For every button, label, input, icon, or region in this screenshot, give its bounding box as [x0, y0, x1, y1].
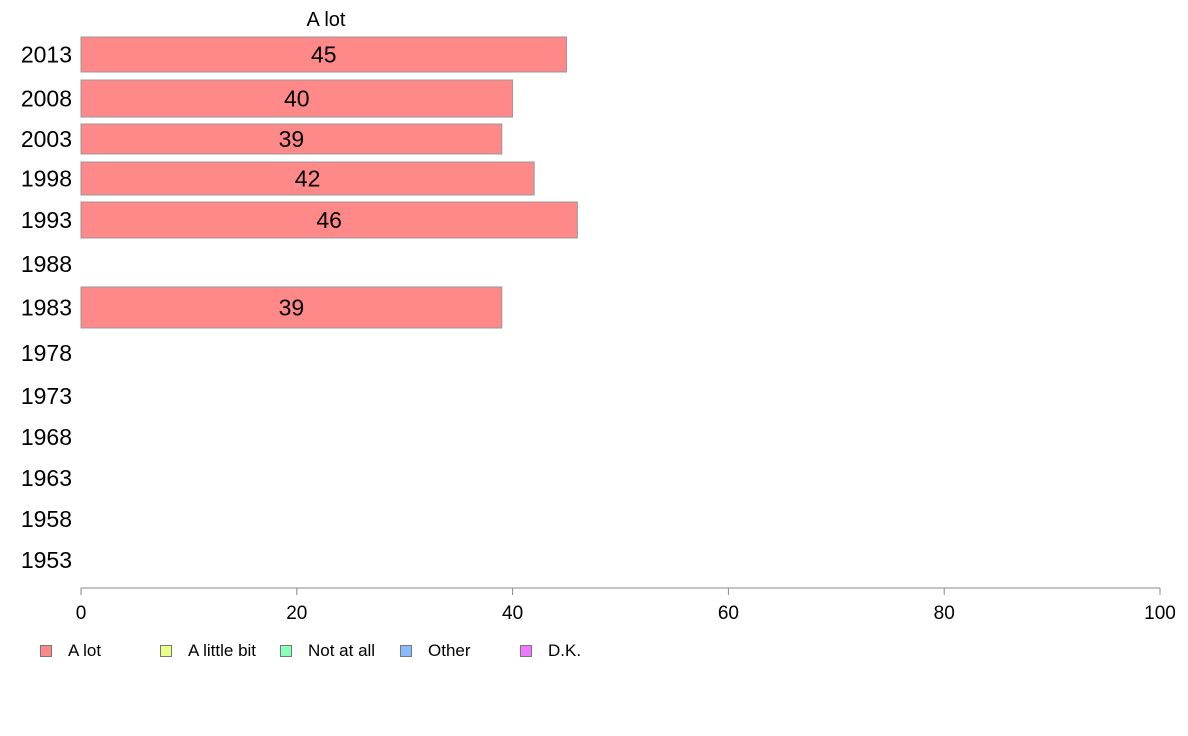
bar-data-label: 39 [279, 295, 305, 321]
legend-item: A little bit [160, 641, 256, 661]
y-tick-label: 2003 [21, 126, 72, 152]
bar-data-label: 39 [279, 126, 305, 152]
legend-item: A lot [40, 641, 101, 661]
legend-item: Other [400, 641, 471, 661]
legend-label: A lot [68, 641, 102, 660]
legend-item: Not at all [280, 641, 375, 661]
bar-data-label: 40 [284, 86, 310, 112]
x-tick-label: 20 [286, 603, 307, 624]
bar [80, 201, 578, 239]
panel-title: A lot [307, 9, 346, 31]
legend-label: Not at all [308, 641, 376, 660]
x-tick-label: 80 [934, 603, 955, 624]
legend-label: A little bit [188, 641, 257, 660]
y-tick-label: 1983 [21, 295, 72, 321]
x-tick-label: 0 [76, 603, 87, 624]
y-tick-label: 1963 [21, 465, 72, 491]
bar [80, 123, 503, 155]
bar [80, 286, 503, 329]
legend-swatch [40, 645, 52, 657]
y-tick-label: 2013 [21, 42, 72, 68]
x-tick-label: 60 [718, 603, 739, 624]
legend-swatch [160, 645, 172, 657]
y-tick-label: 2008 [21, 86, 72, 112]
x-tick-label: 100 [1144, 603, 1176, 624]
bar-data-label: 42 [295, 166, 321, 192]
bar-data-label: 46 [316, 207, 342, 233]
legend-swatch [280, 645, 292, 657]
y-tick-label: 1988 [21, 251, 72, 277]
legend-item: D.K. [520, 641, 581, 661]
y-tick-label: 1978 [21, 340, 72, 366]
y-tick-label: 1993 [21, 207, 72, 233]
bar-data-label: 45 [311, 42, 337, 68]
x-tick-label: 40 [502, 603, 523, 624]
x-axis: 0 20 40 60 80 100 [76, 587, 1176, 624]
bar [80, 161, 535, 196]
y-tick-label: 1953 [21, 547, 72, 573]
y-axis-labels: 2013 2008 2003 1998 1993 1988 1983 1978 1973 1968… [21, 42, 72, 574]
legend-swatch [520, 645, 532, 657]
y-tick-label: 1958 [21, 506, 72, 532]
y-tick-label: 1968 [21, 424, 72, 450]
legend-label: D.K. [548, 641, 582, 660]
y-tick-label: 1998 [21, 166, 72, 192]
legend-swatch [400, 645, 412, 657]
bar [80, 36, 568, 73]
bar [80, 79, 514, 118]
legend-label: Other [428, 641, 471, 660]
y-tick-label: 1973 [21, 383, 72, 409]
